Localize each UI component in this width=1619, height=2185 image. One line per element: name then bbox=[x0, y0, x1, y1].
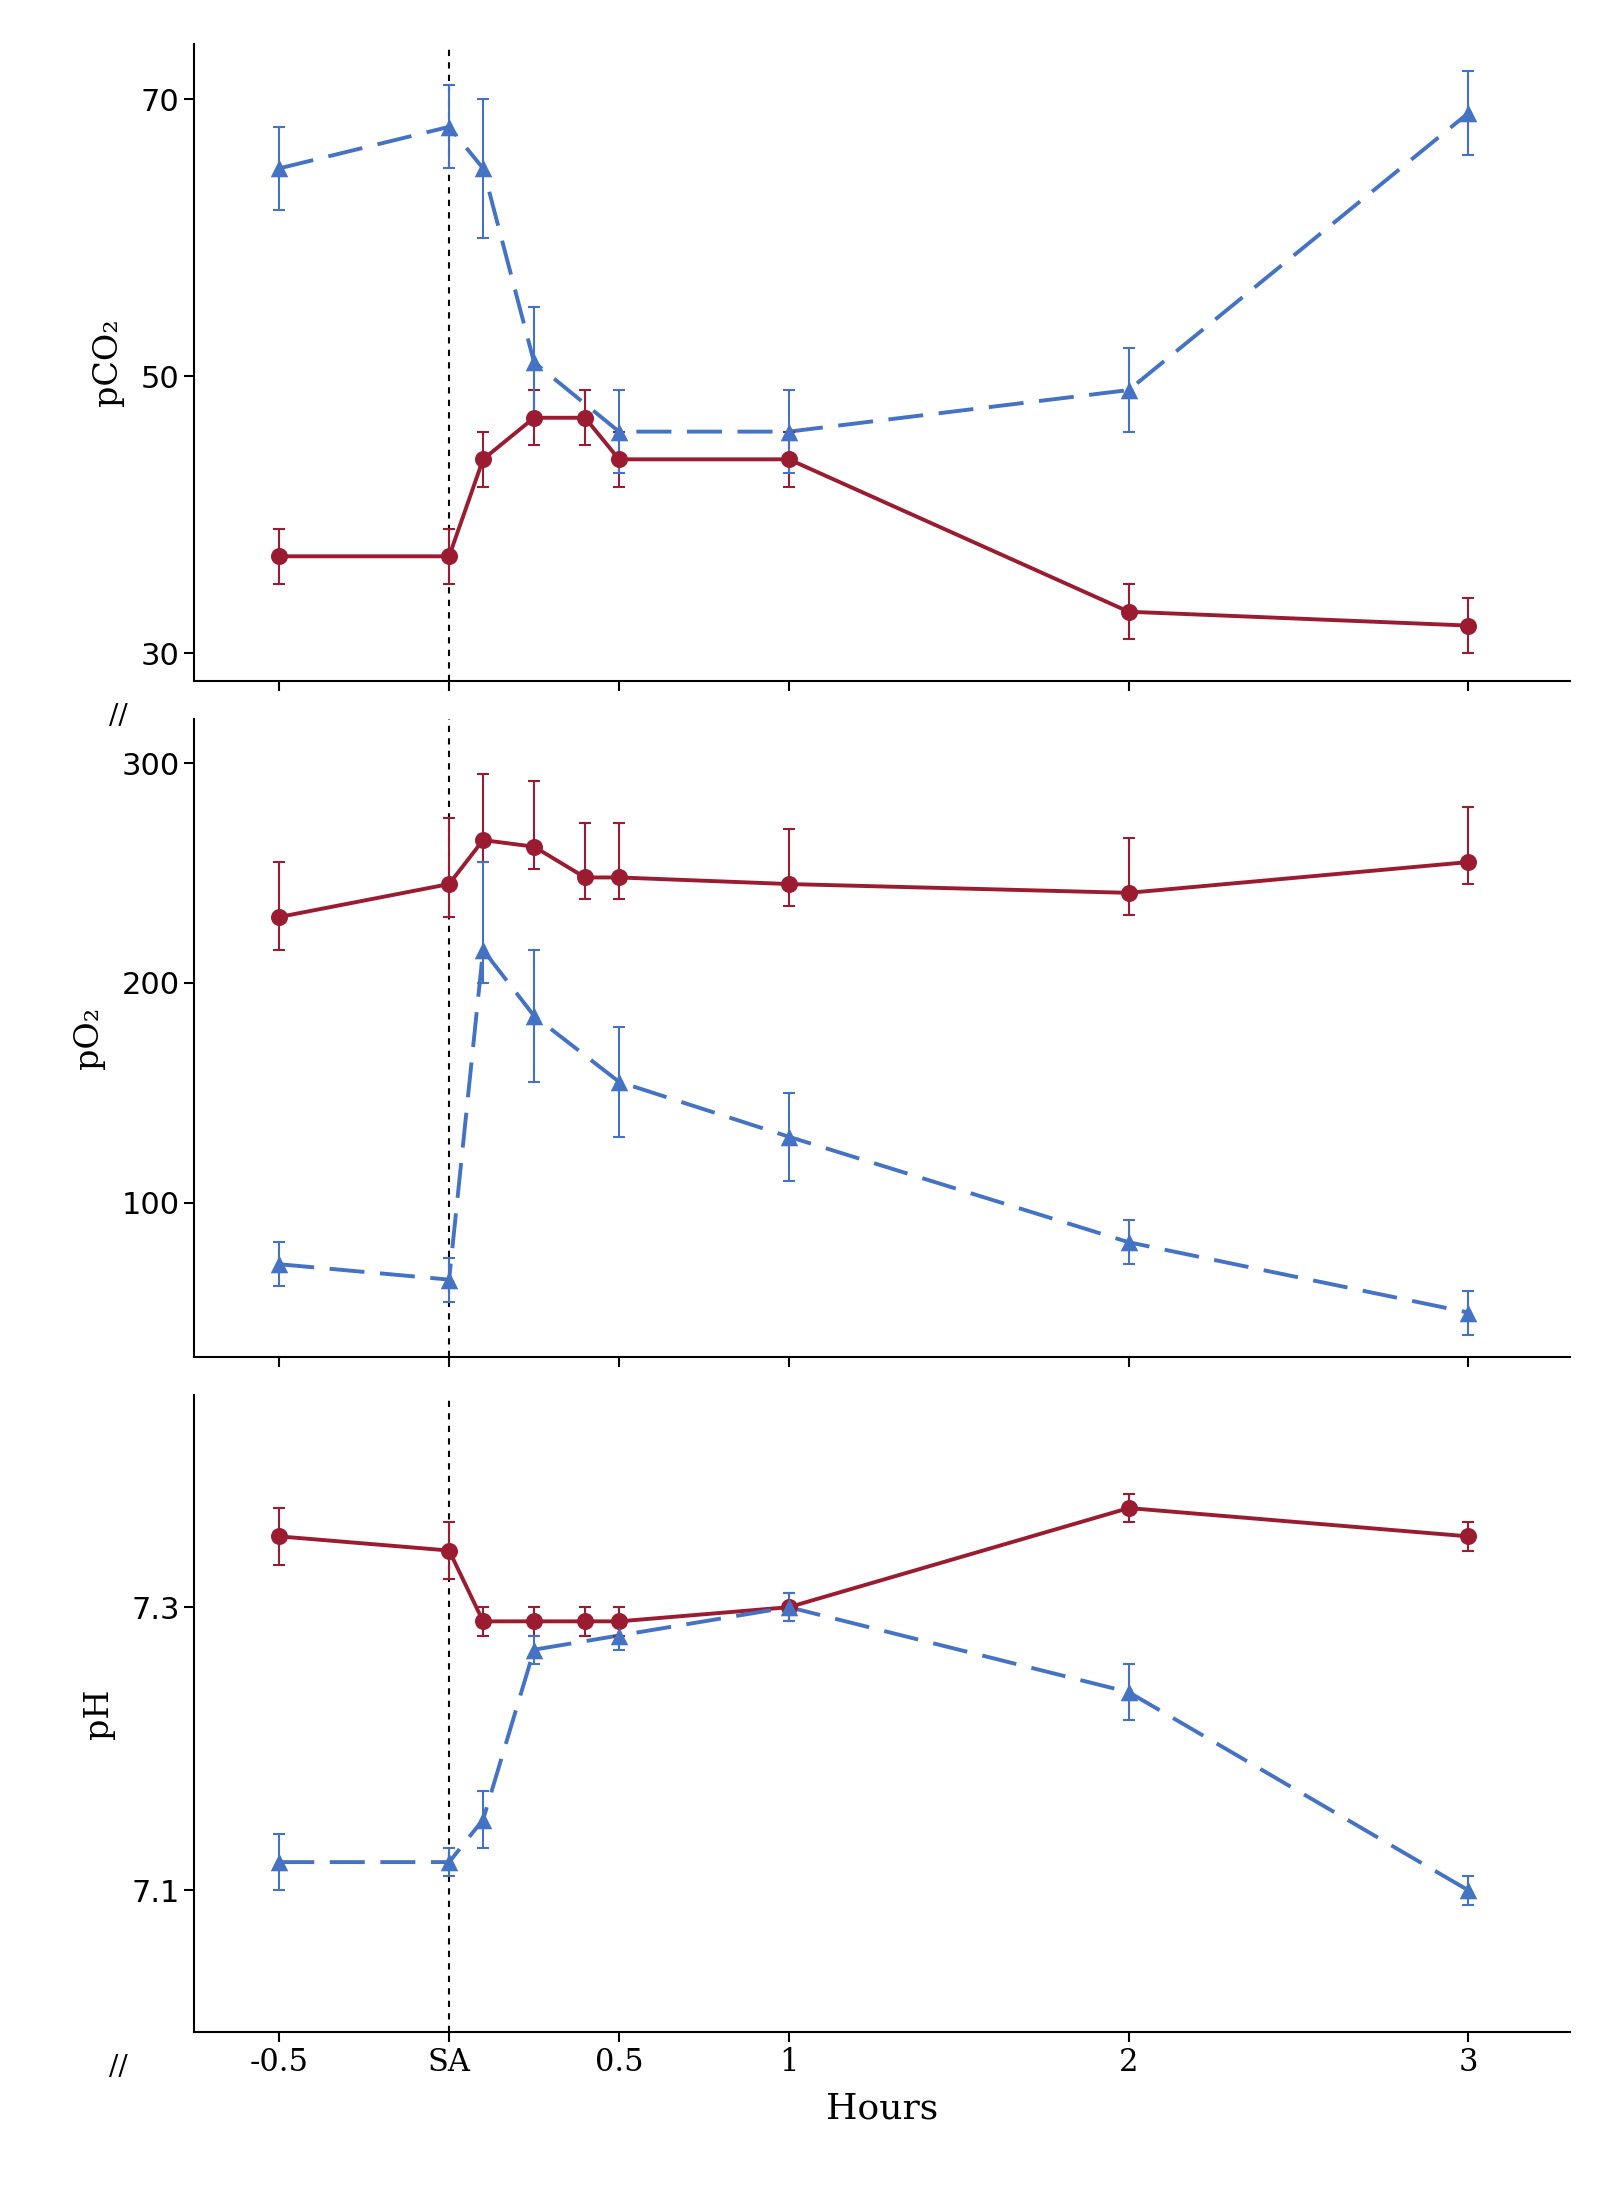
Point bbox=[470, 441, 495, 476]
Point bbox=[1455, 1519, 1481, 1554]
Point bbox=[521, 999, 547, 1034]
Point bbox=[606, 441, 631, 476]
Point bbox=[521, 828, 547, 863]
Point bbox=[776, 867, 801, 902]
Point bbox=[606, 1604, 631, 1639]
Point bbox=[1115, 1226, 1141, 1261]
Point bbox=[436, 540, 461, 575]
Point bbox=[1115, 594, 1141, 629]
Point bbox=[606, 861, 631, 896]
Point bbox=[1115, 1490, 1141, 1525]
Point bbox=[606, 415, 631, 450]
Point bbox=[1115, 1674, 1141, 1709]
Point bbox=[1455, 1873, 1481, 1908]
Point bbox=[776, 441, 801, 476]
Point bbox=[572, 861, 597, 896]
Point bbox=[266, 900, 291, 935]
Point bbox=[606, 1619, 631, 1654]
Point bbox=[266, 540, 291, 575]
Point bbox=[266, 151, 291, 186]
Point bbox=[1455, 846, 1481, 881]
Point bbox=[521, 345, 547, 380]
Point bbox=[266, 1844, 291, 1879]
Point bbox=[776, 1591, 801, 1626]
Point bbox=[436, 1534, 461, 1569]
Point bbox=[1115, 374, 1141, 409]
Point bbox=[572, 400, 597, 435]
Point bbox=[436, 1844, 461, 1879]
Point bbox=[436, 867, 461, 902]
Y-axis label: pH: pH bbox=[83, 1689, 115, 1739]
Y-axis label: pO₂: pO₂ bbox=[73, 1007, 105, 1068]
Point bbox=[436, 1263, 461, 1298]
Point bbox=[521, 1632, 547, 1667]
Point bbox=[266, 1248, 291, 1283]
Point bbox=[470, 1803, 495, 1838]
Point bbox=[1455, 607, 1481, 642]
Text: //: // bbox=[108, 704, 128, 730]
Point bbox=[572, 1604, 597, 1639]
Point bbox=[521, 400, 547, 435]
Point bbox=[266, 1519, 291, 1554]
Point bbox=[470, 1604, 495, 1639]
Point bbox=[436, 109, 461, 144]
Point bbox=[521, 1604, 547, 1639]
Text: //: // bbox=[108, 2054, 128, 2080]
Point bbox=[1455, 96, 1481, 131]
Point bbox=[776, 1119, 801, 1154]
Point bbox=[470, 151, 495, 186]
Point bbox=[606, 1064, 631, 1099]
Point bbox=[776, 415, 801, 450]
Point bbox=[1455, 1296, 1481, 1331]
Point bbox=[470, 822, 495, 857]
X-axis label: Hours: Hours bbox=[826, 2091, 939, 2126]
Point bbox=[470, 933, 495, 968]
Y-axis label: pCO₂: pCO₂ bbox=[92, 319, 125, 406]
Point bbox=[1115, 876, 1141, 911]
Point bbox=[776, 1591, 801, 1626]
